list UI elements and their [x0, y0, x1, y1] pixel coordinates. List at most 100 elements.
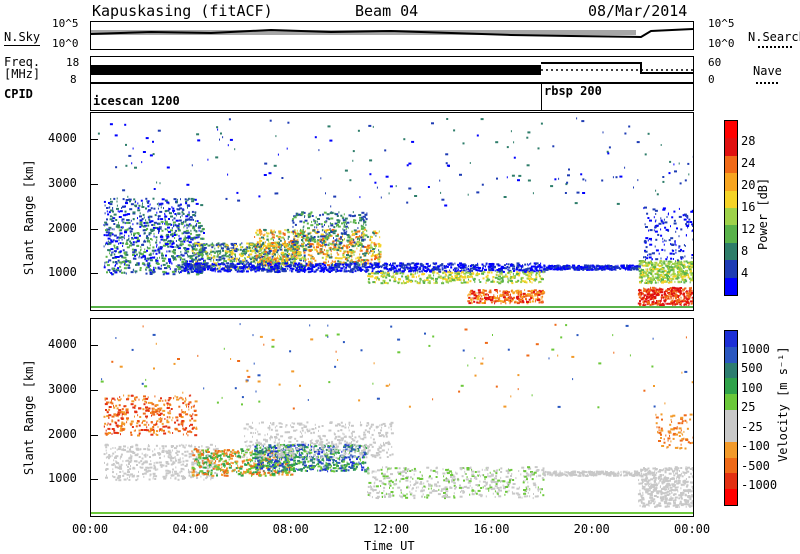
power-cell — [328, 232, 331, 234]
power-cell — [164, 228, 167, 231]
power-cell — [254, 270, 257, 273]
power-cell — [319, 252, 322, 255]
power-cell — [659, 261, 661, 264]
power-cell — [232, 260, 234, 263]
power-cell — [375, 265, 378, 268]
power-cell — [311, 270, 314, 273]
power-cell — [300, 229, 304, 232]
power-cell — [245, 247, 247, 250]
power-cell — [500, 293, 502, 296]
power-cell — [172, 209, 176, 212]
power-cell — [163, 239, 166, 242]
power-cell — [282, 232, 284, 234]
power-cell — [280, 268, 283, 271]
power-cell — [649, 266, 651, 269]
power-cell — [540, 262, 542, 265]
power-cell — [188, 223, 191, 226]
power-cell — [248, 254, 250, 257]
power-cell — [592, 265, 594, 268]
power-cell — [175, 219, 179, 222]
power-cell — [193, 263, 196, 266]
power-cell — [180, 240, 184, 243]
power-cell — [296, 250, 300, 253]
power-cell — [215, 250, 219, 253]
power-cell — [448, 277, 450, 280]
power-cell — [276, 251, 279, 254]
power-cell — [288, 247, 292, 250]
power-cell — [439, 275, 442, 278]
power-cell — [668, 269, 670, 272]
power-cell — [139, 269, 142, 272]
power-cell — [249, 267, 251, 270]
power-cell — [645, 279, 648, 282]
power-cell — [192, 237, 194, 240]
power-cell — [108, 232, 110, 235]
power-cell — [427, 281, 431, 284]
power-cell — [159, 256, 160, 259]
power-cell — [386, 272, 388, 275]
power-cell — [113, 228, 115, 231]
power-cell — [184, 264, 187, 267]
power-cell — [233, 249, 235, 252]
power-cell — [652, 276, 654, 279]
power-cell — [341, 247, 344, 250]
power-cell — [678, 271, 681, 274]
power-cell — [663, 280, 667, 283]
power-cell — [197, 242, 201, 245]
power-cell — [675, 260, 676, 263]
power-cell — [526, 277, 529, 280]
power-cell — [114, 253, 116, 256]
power-cell — [665, 289, 669, 292]
power-cell — [364, 234, 368, 237]
power-cell — [373, 233, 375, 236]
power-cell — [379, 236, 381, 239]
power-cell — [265, 252, 268, 255]
power-cell — [289, 269, 291, 272]
power-cell — [312, 256, 314, 259]
power-cell — [295, 257, 298, 260]
power-cell — [241, 266, 244, 269]
power-cell — [660, 298, 662, 301]
power-cell — [207, 252, 209, 255]
power-cell — [640, 298, 643, 301]
power-cell — [235, 248, 238, 250]
power-cell — [316, 246, 320, 249]
power-cell — [353, 261, 356, 263]
power-cell — [190, 238, 194, 241]
power-cell — [231, 257, 235, 260]
power-cell — [347, 252, 349, 255]
power-cell — [273, 264, 277, 267]
power-cell — [529, 269, 532, 272]
power-cell — [469, 267, 473, 270]
power-cell — [397, 272, 399, 275]
power-cell — [613, 268, 617, 271]
power-cell — [111, 251, 113, 254]
power-cell — [173, 252, 176, 255]
power-cell — [414, 268, 417, 271]
power-cell — [145, 272, 148, 275]
power-cell — [314, 248, 318, 251]
power-cell — [256, 264, 258, 267]
power-cell — [402, 263, 405, 266]
power-cell — [272, 239, 274, 242]
power-cell — [172, 273, 176, 276]
power-cell — [653, 292, 656, 295]
power-cell — [337, 253, 340, 256]
power-cell — [295, 247, 299, 250]
power-cell — [677, 270, 679, 273]
power-cell — [210, 264, 212, 267]
power-cell — [686, 298, 690, 300]
power-cell — [683, 260, 686, 263]
power-cell — [510, 300, 513, 303]
power-cell — [647, 299, 650, 302]
power-cell — [339, 244, 341, 247]
power-cell — [184, 235, 186, 238]
power-panel — [90, 112, 694, 311]
power-cell — [279, 261, 281, 263]
power-cell — [301, 265, 303, 268]
power-cell — [258, 251, 260, 254]
power-cell — [128, 234, 130, 237]
power-cell — [298, 251, 302, 254]
power-cell — [666, 302, 669, 305]
power-cell — [118, 229, 121, 232]
